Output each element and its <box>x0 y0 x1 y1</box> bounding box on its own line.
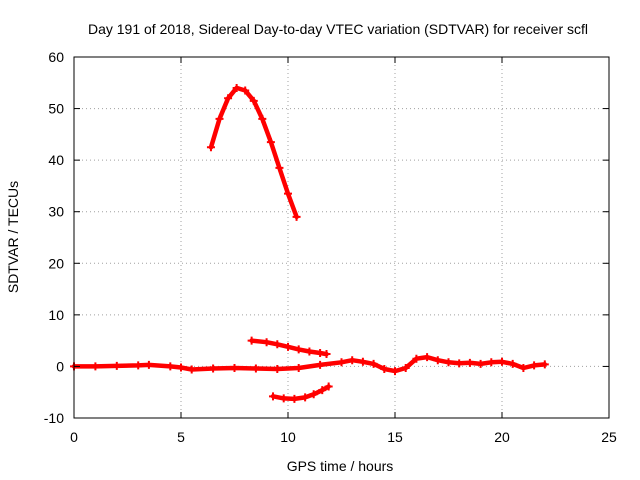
data-point <box>279 394 288 403</box>
data-point <box>292 212 301 221</box>
data-point <box>112 361 121 370</box>
series-0-trace <box>71 354 548 374</box>
data-point <box>401 363 410 372</box>
series-3-trace <box>270 384 331 402</box>
data-point <box>187 365 196 374</box>
data-point <box>166 362 175 371</box>
chart-title: Day 191 of 2018, Sidereal Day-to-day VTE… <box>88 21 588 37</box>
data-point <box>230 363 239 372</box>
y-tick-label: 50 <box>48 101 64 117</box>
data-point <box>316 349 325 358</box>
data-point <box>266 138 275 147</box>
data-point <box>433 356 442 365</box>
data-point <box>322 350 331 359</box>
data-point <box>224 94 233 103</box>
data-point <box>134 361 143 370</box>
data-point <box>269 392 278 401</box>
data-point <box>348 356 357 365</box>
data-point <box>369 359 378 368</box>
data-point <box>215 114 224 123</box>
data-point <box>262 338 271 347</box>
data-point <box>290 394 299 403</box>
data-point <box>423 353 432 362</box>
y-tick-label: -10 <box>44 410 64 426</box>
y-tick-label: 30 <box>48 204 64 220</box>
data-point <box>305 347 314 356</box>
data-point <box>540 360 549 369</box>
data-point <box>241 86 250 95</box>
y-tick-label: 60 <box>48 49 64 65</box>
data-point <box>294 363 303 372</box>
y-tick-label: 0 <box>56 358 64 374</box>
data-point <box>318 386 327 395</box>
data-point <box>487 358 496 367</box>
data-point <box>209 364 218 373</box>
data-point <box>476 359 485 368</box>
data-point <box>530 361 539 370</box>
data-point <box>294 345 303 354</box>
data-point <box>412 354 421 363</box>
data-point <box>324 382 333 391</box>
data-point <box>284 189 292 198</box>
data-point <box>465 358 474 367</box>
data-point <box>284 342 292 351</box>
y-tick-label: 40 <box>48 152 64 168</box>
data-point <box>273 340 282 349</box>
data-point <box>232 83 241 92</box>
data-point <box>380 365 389 374</box>
x-tick-label: 15 <box>387 429 403 445</box>
data-point <box>498 357 506 366</box>
data-series <box>70 83 549 403</box>
data-point <box>519 363 528 372</box>
data-point <box>508 359 517 368</box>
data-point <box>144 360 153 369</box>
plot-frame <box>73 56 610 419</box>
data-point <box>301 393 310 402</box>
data-point <box>275 163 284 172</box>
x-tick-label: 25 <box>601 429 617 445</box>
x-tick-label: 10 <box>280 429 296 445</box>
data-point <box>444 358 453 367</box>
data-point <box>455 359 464 368</box>
y-tick-label: 20 <box>48 255 64 271</box>
data-point <box>391 367 399 376</box>
data-point <box>177 363 185 372</box>
data-point <box>249 96 258 105</box>
data-point <box>206 143 215 152</box>
data-point <box>91 362 100 371</box>
x-axis-label: GPS time / hours <box>287 458 394 474</box>
y-tick-label: 10 <box>48 307 64 323</box>
x-tick-label: 20 <box>494 429 510 445</box>
y-axis-label: SDTVAR / TECUs <box>5 181 21 293</box>
x-tick-label: 0 <box>70 429 78 445</box>
data-point <box>316 360 325 369</box>
data-point <box>309 390 318 399</box>
data-point <box>258 114 267 123</box>
data-point <box>337 358 346 367</box>
data-point <box>251 364 260 373</box>
data-point <box>247 336 256 345</box>
axis-ticks: 0 5 10 15 20 25 -10 0 10 20 30 40 50 60 <box>44 49 617 445</box>
x-tick-label: 5 <box>177 429 185 445</box>
data-point <box>358 357 367 366</box>
series-1-trace <box>208 85 299 220</box>
data-point <box>273 365 282 374</box>
